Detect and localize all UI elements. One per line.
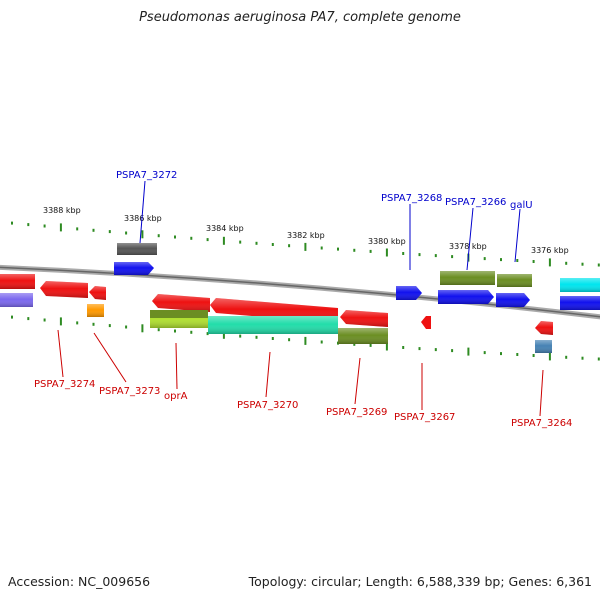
scale-label: 3382 kbp bbox=[287, 231, 325, 240]
gene-label[interactable]: PSPA7_3274 bbox=[34, 379, 95, 390]
scale-ticks-outer bbox=[11, 221, 600, 267]
gene-feature-shade bbox=[440, 271, 495, 285]
gene-feature-shade bbox=[87, 304, 104, 317]
scale-label: 3378 kbp bbox=[449, 242, 487, 251]
gene-feature-shade bbox=[0, 274, 35, 289]
leader-lines bbox=[57, 180, 544, 417]
gene-feature-band bbox=[150, 310, 208, 318]
gene-feature-shade bbox=[496, 293, 530, 307]
gene-feature[interactable] bbox=[421, 316, 431, 329]
gene-feature-shade bbox=[396, 286, 422, 300]
scale-label: 3386 kbp bbox=[124, 214, 162, 223]
reverse-gene-labels: PSPA7_3274 PSPA7_3273 oprA PSPA7_3270 PS… bbox=[34, 379, 572, 429]
gene-feature-shade bbox=[338, 328, 388, 344]
gene-feature-shade bbox=[114, 262, 154, 275]
genome-summary: Topology: circular; Length: 6,588,339 bp… bbox=[248, 574, 592, 589]
gene-feature-shade bbox=[560, 278, 600, 292]
gene-feature-shade bbox=[535, 321, 553, 335]
gene-feature-shade bbox=[152, 294, 210, 312]
gene-feature-shade bbox=[438, 290, 494, 304]
gene-label[interactable]: oprA bbox=[164, 391, 188, 402]
gene-label[interactable]: PSPA7_3266 bbox=[445, 197, 506, 208]
gene-feature-shade bbox=[535, 340, 552, 353]
gene-feature-shade bbox=[497, 274, 532, 287]
gene-label[interactable]: PSPA7_3270 bbox=[237, 400, 298, 411]
forward-features bbox=[0, 243, 600, 310]
reverse-features bbox=[0, 274, 553, 353]
scale-labels: 3388 kbp 3386 kbp 3384 kbp 3382 kbp 3380… bbox=[43, 206, 569, 255]
forward-gene-labels: PSPA7_3272 PSPA7_3268 PSPA7_3266 galU bbox=[116, 170, 533, 211]
gene-feature-shade bbox=[89, 286, 106, 300]
gene-label[interactable]: PSPA7_3273 bbox=[99, 386, 160, 397]
gene-label[interactable]: PSPA7_3272 bbox=[116, 170, 177, 181]
gene-feature-shade bbox=[208, 316, 338, 334]
scale-ticks-inner bbox=[11, 315, 600, 361]
gene-feature-shade bbox=[340, 310, 388, 327]
title: Pseudomonas aeruginosa PA7, complete gen… bbox=[139, 10, 461, 25]
gene-label[interactable]: PSPA7_3267 bbox=[394, 412, 455, 423]
scale-label: 3380 kbp bbox=[368, 237, 406, 246]
genome-backbone-core bbox=[0, 266, 600, 318]
gene-label[interactable]: PSPA7_3268 bbox=[381, 193, 442, 204]
gene-feature-shade bbox=[117, 243, 157, 255]
gene-label[interactable]: galU bbox=[510, 200, 533, 211]
gene-feature-shade bbox=[560, 296, 600, 310]
gene-label[interactable]: PSPA7_3264 bbox=[511, 418, 572, 429]
gene-feature-shade bbox=[0, 293, 33, 307]
accession-label: Accession: NC_009656 bbox=[8, 574, 151, 589]
scale-label: 3388 kbp bbox=[43, 206, 81, 215]
scale-label: 3384 kbp bbox=[206, 224, 244, 233]
scale-label: 3376 kbp bbox=[531, 246, 569, 255]
gene-feature-shade bbox=[40, 281, 88, 298]
gene-label[interactable]: PSPA7_3269 bbox=[326, 407, 387, 418]
